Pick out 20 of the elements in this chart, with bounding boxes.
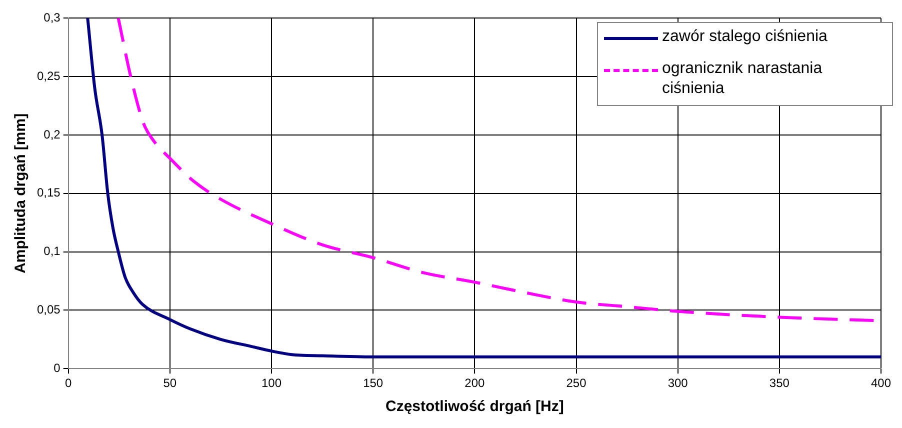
- x-tick-label: 300: [668, 376, 688, 390]
- x-tick-label: 50: [163, 376, 177, 390]
- x-tick-label: 150: [363, 376, 384, 390]
- x-tick-label: 0: [65, 376, 72, 390]
- legend-label: ogranicznik narastania ciśnienia: [662, 59, 824, 99]
- y-tick-label: 0,2: [44, 127, 61, 142]
- x-axis-title: Częstotliwość drgań [Hz]: [385, 398, 564, 416]
- x-tick-label: 400: [870, 376, 892, 390]
- y-tick-label: 0,15: [36, 186, 61, 200]
- y-tick-label: 0,1: [44, 244, 61, 258]
- x-tick-label: 100: [262, 376, 282, 390]
- y-tick-label: 0: [54, 360, 61, 375]
- y-tick-label: 0,3: [44, 10, 61, 25]
- x-tick-label: 250: [566, 376, 587, 390]
- x-tick-label: 200: [464, 376, 486, 390]
- y-tick-label: 0,25: [36, 68, 61, 83]
- y-tick-label: 0,05: [36, 302, 61, 317]
- legend-label: zawór stalego ciśnienia: [662, 27, 828, 47]
- x-tick-label: 350: [769, 376, 790, 390]
- y-axis-title: Amplituda drgań [mm]: [12, 113, 30, 274]
